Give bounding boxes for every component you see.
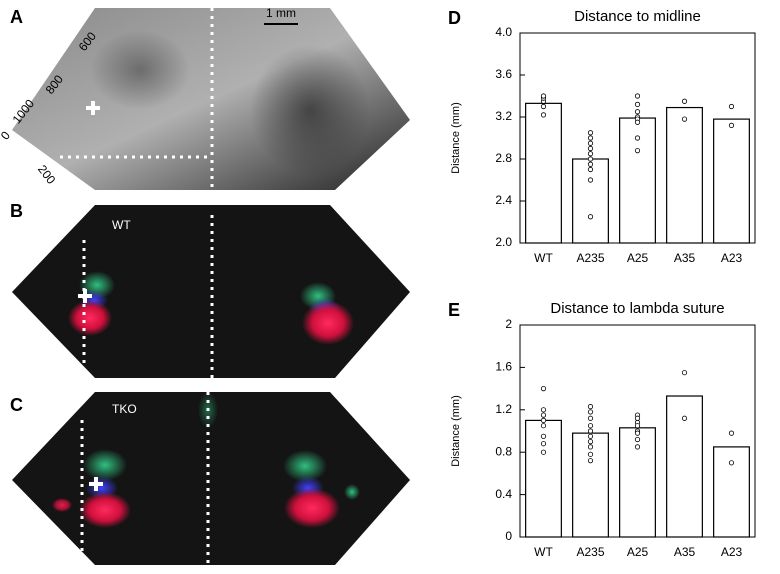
- axis-label: 0: [0, 128, 13, 142]
- y-axis-label: Distance (mm): [450, 102, 462, 174]
- y-tick-label: 3.2: [495, 109, 512, 123]
- data-point: [587, 161, 594, 167]
- data-point: [634, 148, 641, 154]
- y-tick-label: 0.4: [495, 487, 512, 501]
- x-tick-label: A23: [721, 251, 743, 265]
- data-point: [634, 436, 641, 443]
- y-tick-label: 0: [505, 529, 512, 543]
- data-point: [540, 433, 547, 439]
- data-point: [540, 103, 547, 110]
- x-tick-label: A235: [576, 251, 604, 265]
- data-point: [540, 407, 547, 413]
- data-point: [681, 98, 688, 104]
- data-point: [587, 166, 594, 173]
- bar: [572, 432, 609, 538]
- x-tick-label: A25: [627, 251, 649, 265]
- data-point: [587, 177, 594, 183]
- data-point: [540, 412, 547, 418]
- panel-label: A: [10, 7, 23, 27]
- data-point: [540, 449, 547, 455]
- bar: [572, 158, 609, 244]
- y-tick-label: 2.0: [495, 235, 512, 249]
- x-tick-label: A25: [627, 545, 649, 559]
- y-axis-label: Distance (mm): [450, 395, 462, 467]
- chart-title: Distance to midline: [574, 8, 701, 25]
- panel-c-image: [12, 392, 410, 565]
- y-tick-label: 1.2: [495, 402, 512, 416]
- scale-bar-label: 1 mm: [266, 6, 296, 20]
- y-tick-label: 2: [505, 317, 512, 331]
- data-point: [728, 430, 735, 436]
- genotype-label: TKO: [112, 402, 137, 416]
- data-point: [587, 156, 594, 162]
- y-tick-label: 2.4: [495, 193, 512, 207]
- y-tick-label: 3.6: [495, 67, 512, 81]
- data-point: [540, 441, 547, 447]
- data-point: [681, 415, 688, 421]
- data-point: [634, 119, 641, 125]
- panel-label: B: [10, 201, 23, 221]
- bar: [525, 102, 562, 244]
- data-point: [681, 370, 688, 376]
- data-point: [634, 93, 641, 99]
- x-tick-label: A235: [576, 545, 604, 559]
- data-point: [634, 423, 641, 429]
- data-point: [728, 460, 735, 466]
- y-tick-label: 4.0: [495, 25, 512, 39]
- data-point: [540, 423, 547, 429]
- x-tick-label: WT: [534, 545, 553, 559]
- genotype-label: WT: [112, 218, 131, 232]
- x-tick-label: A35: [674, 251, 696, 265]
- x-tick-label: WT: [534, 251, 553, 265]
- data-point: [634, 444, 641, 450]
- data-point: [587, 458, 594, 464]
- axis-label: 200: [35, 162, 59, 187]
- y-tick-label: 2.8: [495, 151, 512, 165]
- data-point: [681, 116, 688, 122]
- data-point: [587, 140, 594, 146]
- x-tick-label: A23: [721, 545, 743, 559]
- data-point: [728, 103, 735, 110]
- data-point: [728, 122, 735, 129]
- data-point: [540, 93, 547, 99]
- y-tick-label: 1.6: [495, 360, 512, 374]
- data-point: [587, 409, 594, 415]
- data-point: [587, 438, 594, 445]
- data-point: [634, 101, 641, 108]
- data-point: [587, 444, 594, 450]
- x-tick-label: A35: [674, 545, 696, 559]
- panel-a-image: [12, 8, 410, 190]
- data-point: [587, 415, 594, 421]
- bar: [666, 106, 703, 244]
- panel-label: E: [448, 300, 460, 320]
- data-point: [540, 417, 547, 423]
- bar: [713, 118, 750, 244]
- data-point: [634, 415, 641, 421]
- data-point: [587, 135, 594, 141]
- panel-label: D: [448, 8, 461, 28]
- data-point: [587, 423, 594, 429]
- data-point: [540, 112, 547, 118]
- chart-title: Distance to lambda suture: [550, 300, 724, 317]
- data-point: [587, 428, 594, 434]
- y-tick-label: 0.8: [495, 444, 512, 458]
- data-point: [540, 385, 547, 392]
- data-point: [587, 214, 594, 220]
- panel-b-image: [12, 205, 410, 378]
- data-point: [587, 433, 594, 439]
- data-point: [587, 151, 594, 157]
- data-point: [634, 135, 641, 141]
- data-point: [587, 404, 594, 410]
- data-point: [587, 130, 594, 136]
- panel-label: C: [10, 395, 23, 415]
- bar: [619, 427, 656, 538]
- data-point: [587, 451, 594, 457]
- data-point: [634, 109, 641, 115]
- bar: [525, 419, 562, 538]
- data-point: [634, 430, 641, 436]
- data-point: [587, 145, 594, 152]
